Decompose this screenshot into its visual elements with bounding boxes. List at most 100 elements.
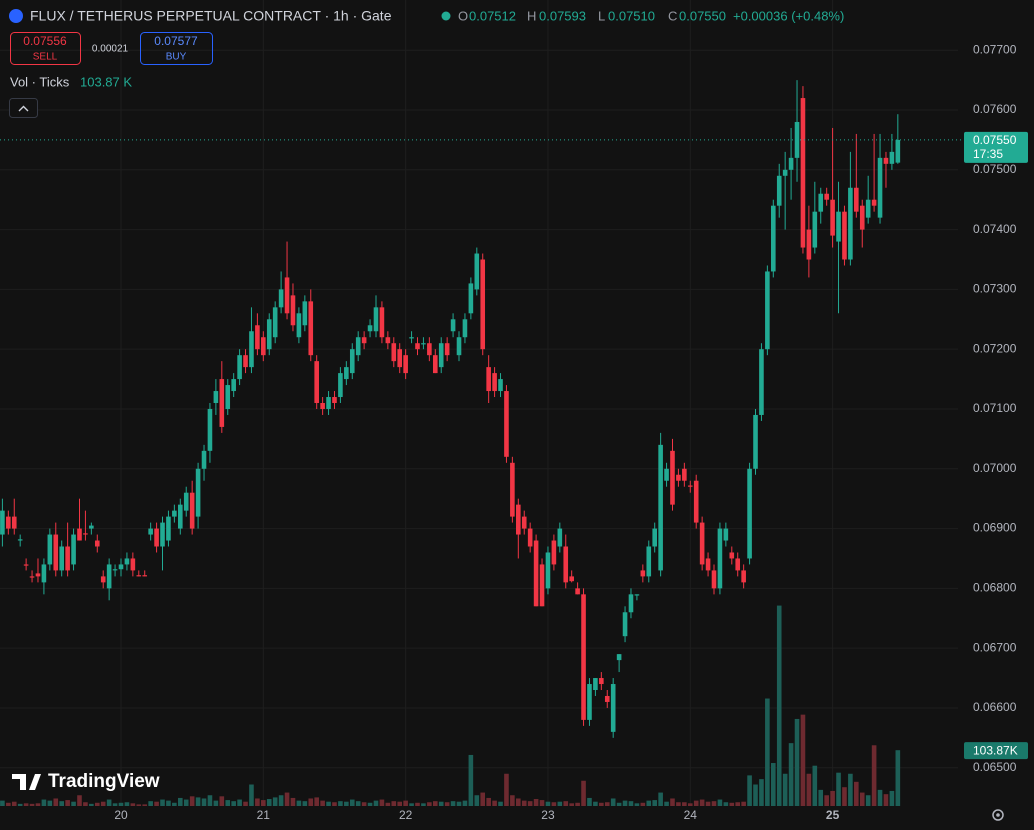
countdown: 17:35: [973, 147, 1003, 161]
volume-bar: [231, 801, 236, 806]
candle-body: [539, 564, 545, 607]
candle-body: [800, 98, 806, 248]
last-price-label: 0.07550: [973, 133, 1017, 147]
volume-bar: [65, 800, 70, 806]
candle-body: [729, 552, 735, 559]
candle-body: [77, 528, 82, 541]
candle-body: [29, 576, 35, 578]
candle-body: [189, 492, 195, 529]
volume-bar: [166, 800, 171, 806]
volume-bar: [41, 799, 47, 806]
candle-body: [854, 187, 859, 212]
volume-bar: [367, 802, 373, 806]
y-tick-label: 0.07600: [973, 102, 1017, 116]
y-tick-label: 0.07400: [973, 222, 1017, 236]
candle-body: [219, 379, 225, 427]
candle-body: [604, 695, 610, 702]
candle-body: [557, 528, 563, 547]
spread: 0.00021: [92, 44, 129, 55]
candle-body: [480, 259, 486, 350]
candle-body: [682, 468, 687, 481]
volume-bar: [824, 795, 829, 806]
volume-bar: [759, 779, 764, 806]
volume-bar: [741, 801, 746, 806]
candle-body: [865, 199, 871, 218]
volume-bar: [219, 796, 225, 806]
volume-bar: [877, 789, 883, 806]
volume-bar: [735, 802, 741, 806]
volume-bar: [444, 802, 450, 806]
candle-body: [41, 564, 47, 583]
candle-body: [438, 343, 444, 368]
candle-body: [94, 540, 100, 547]
collapse-button[interactable]: [9, 98, 38, 118]
candle-body: [634, 594, 640, 596]
volume-bar: [172, 802, 177, 806]
settings-icon[interactable]: [992, 809, 1004, 821]
candle-body: [468, 283, 474, 314]
volume-bar: [498, 801, 503, 806]
candle-body: [616, 654, 622, 661]
volume-bar: [59, 801, 64, 806]
volume-bar: [521, 800, 527, 806]
candle-body: [842, 211, 847, 260]
volume-bar: [687, 803, 693, 806]
volume-bar: [593, 801, 598, 806]
volume-bar: [314, 797, 319, 806]
volume-bar: [403, 800, 408, 806]
volume-bar: [717, 799, 723, 806]
candle-body: [806, 229, 812, 260]
candle-body: [705, 558, 711, 571]
candle-body: [65, 546, 70, 571]
volume-bar: [29, 803, 35, 806]
y-tick-label: 0.06600: [973, 700, 1017, 714]
volume-bar: [344, 801, 349, 806]
volume-bar: [545, 801, 551, 806]
volume-bar: [249, 784, 254, 806]
candle-body: [895, 139, 901, 163]
candle-body: [587, 684, 592, 720]
volume-bar: [379, 799, 385, 806]
volume-bar: [421, 803, 426, 806]
x-tick-label: 23: [541, 808, 555, 822]
candle-body: [207, 408, 213, 451]
candle-body: [415, 343, 420, 350]
ohlc-label: C: [668, 8, 677, 23]
candle-body: [308, 301, 314, 356]
last-price-tag: [964, 131, 1028, 163]
volume-bar: [100, 801, 106, 806]
candle-body: [492, 373, 497, 392]
candle-body: [836, 211, 841, 242]
candle-body: [782, 169, 788, 176]
symbol-title[interactable]: FLUX / TETHERUS PERPETUAL CONTRACT · 1h …: [30, 8, 392, 24]
candle-body: [871, 199, 877, 206]
candle-body: [361, 337, 367, 344]
volume-bar: [71, 801, 76, 806]
candle-body: [687, 485, 693, 487]
candle-body: [652, 528, 657, 547]
volume-bar: [652, 800, 657, 806]
volume-bar: [569, 803, 574, 806]
buy-label: BUY: [166, 52, 187, 63]
candle-body: [741, 570, 746, 583]
volume-bar: [338, 801, 343, 806]
buy-button[interactable]: [140, 32, 213, 65]
candle-body: [504, 391, 509, 457]
candle-body: [427, 343, 432, 356]
candle-body: [178, 504, 183, 529]
volume-bar: [296, 800, 302, 806]
candle-body: [296, 313, 302, 338]
ohlc-value: 0.07550: [679, 8, 726, 23]
candle-body: [527, 528, 533, 547]
volume-bar: [261, 800, 266, 806]
volume-bar: [771, 763, 776, 806]
volume-bar: [504, 773, 509, 806]
candle-body: [812, 211, 818, 248]
candle-body: [753, 414, 758, 469]
sell-button[interactable]: [10, 32, 81, 65]
volume-bar: [142, 804, 148, 806]
volume-bar: [0, 800, 5, 806]
